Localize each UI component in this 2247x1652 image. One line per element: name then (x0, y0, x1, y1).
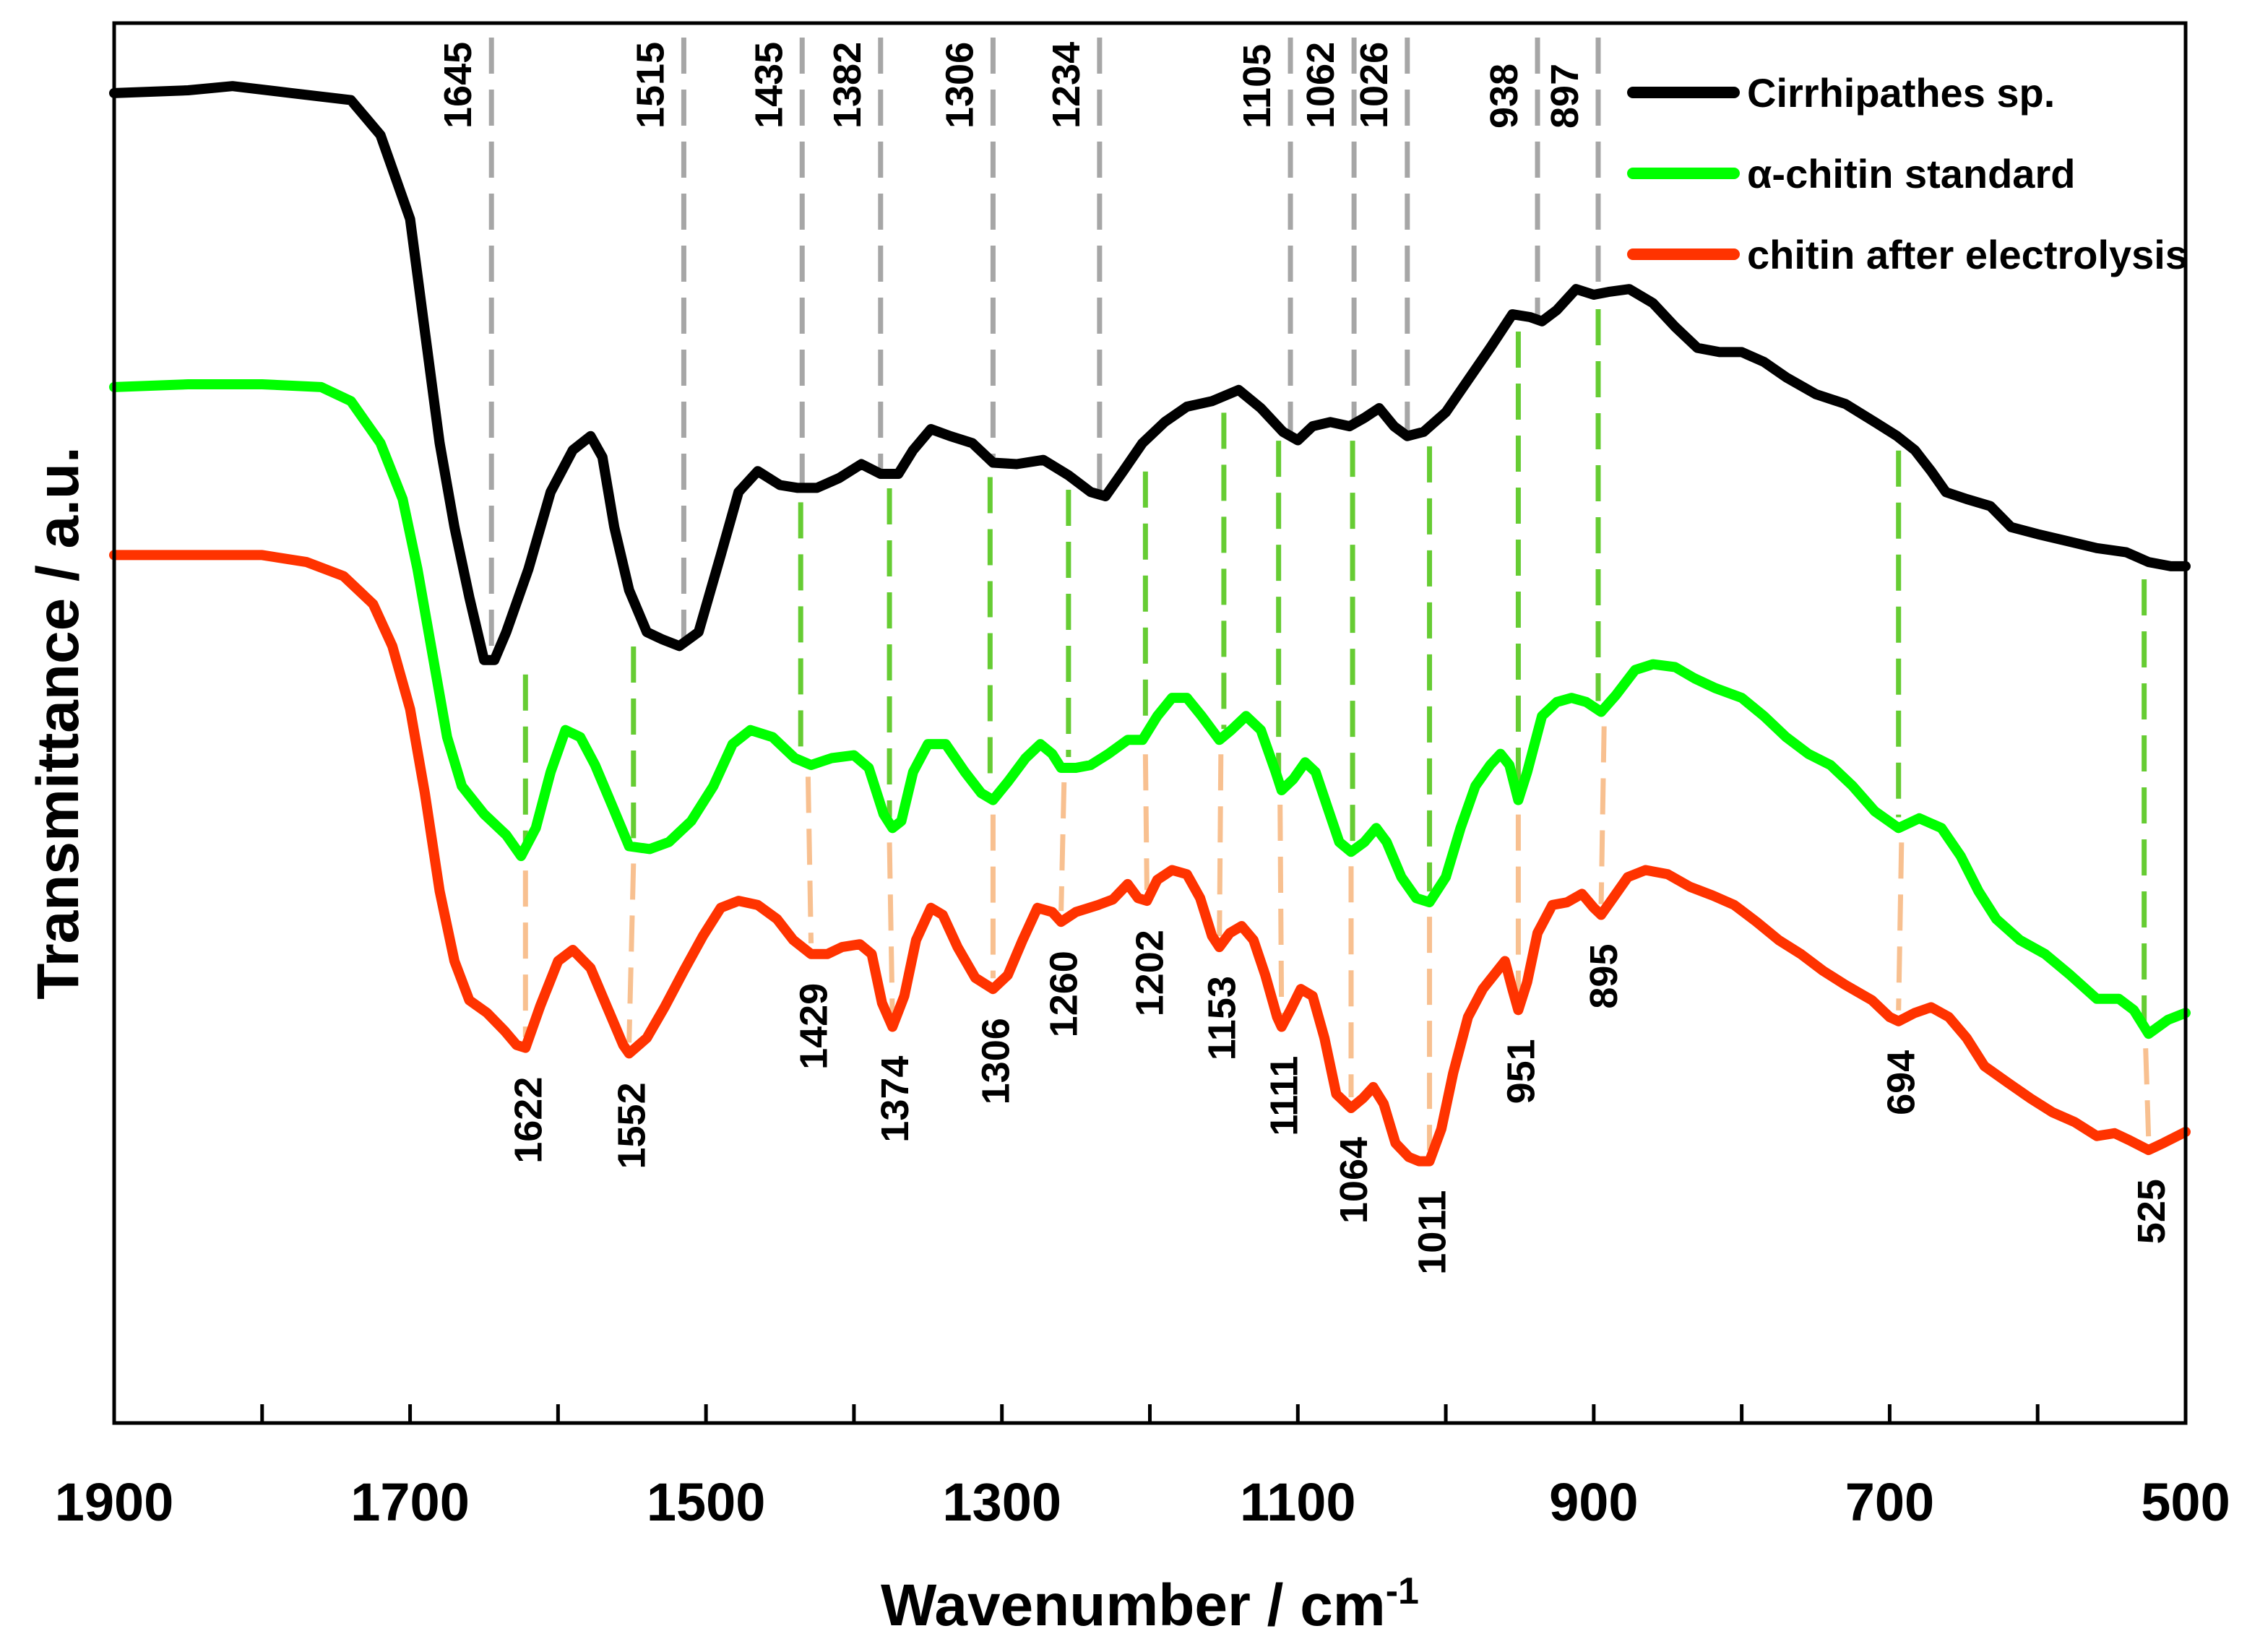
orange-link-5 (1058, 782, 1067, 912)
top-marker-label-1382: 1382 (826, 42, 869, 129)
peak-label-1260: 1260 (1043, 951, 1086, 1037)
x-tick-label-1700: 1700 (350, 1472, 470, 1532)
top-marker-label-1026: 1026 (1353, 42, 1396, 129)
legend: Cirrhipathes sp. α-chitin standard chitin … (1627, 70, 2188, 277)
top-marker-label-1645: 1645 (436, 42, 480, 129)
orange-link-8 (1277, 804, 1285, 1016)
legend-chitin-electrolysis-label: chitin after electrolysis (1747, 232, 2188, 277)
peak-label-525: 525 (2130, 1179, 2173, 1244)
orange-link-12 (1598, 726, 1607, 904)
peak-label-1552: 1552 (611, 1082, 654, 1169)
top-reference-markers: 1645 1515 1435 1382 1306 1234 1105 1062 1026 938 8… (436, 38, 1601, 654)
legend-cirrhipathes-label: Cirrhipathes sp. (1747, 70, 2055, 116)
x-tick-label-500: 500 (2141, 1472, 2230, 1532)
peak-label-895: 895 (1582, 944, 1626, 1009)
x-axis-title: Wavenumber / cm-1 (881, 1570, 1419, 1638)
series-cirrhipathes (109, 81, 2191, 665)
peak-label-1306: 1306 (974, 1018, 1017, 1104)
x-tick-label-1500: 1500 (647, 1472, 766, 1532)
peak-label-1111: 1111 (1263, 1056, 1306, 1136)
spectra-series (109, 81, 2191, 1167)
orange-link-2 (805, 777, 814, 943)
orange-link-3 (887, 842, 895, 1016)
top-marker-label-1062: 1062 (1299, 42, 1342, 129)
top-marker-label-938: 938 (1483, 64, 1526, 129)
x-axis-ticks: 1900 1700 1500 1300 1100 900 700 500 (55, 1404, 2230, 1532)
peak-label-1429: 1429 (793, 983, 836, 1070)
top-marker-label-1435: 1435 (747, 42, 790, 129)
green-peak-links (522, 308, 2147, 1024)
peak-labels: 1622 1552 1429 1374 1306 1260 1202 1153 1111 1064… (506, 930, 2173, 1275)
peak-label-1011: 1011 (1411, 1190, 1454, 1275)
orange-link-14 (2143, 1048, 2152, 1140)
y-axis-title: Transmittance / a.u. (25, 446, 91, 1000)
orange-link-6 (1142, 754, 1150, 891)
top-marker-label-1306: 1306 (938, 42, 981, 129)
orange-link-13 (1896, 842, 1905, 1011)
peak-label-1153: 1153 (1201, 976, 1244, 1060)
series-alpha-chitin (109, 379, 2191, 1039)
top-marker-label-1105: 1105 (1235, 44, 1279, 129)
peak-label-951: 951 (1499, 1039, 1543, 1104)
orange-peak-links (522, 726, 2152, 1151)
orange-link-1 (626, 863, 637, 1043)
x-tick-label-1900: 1900 (55, 1472, 174, 1532)
x-tick-label-900: 900 (1549, 1472, 1638, 1532)
orange-link-7 (1217, 754, 1224, 937)
x-tick-label-1100: 1100 (1240, 1472, 1356, 1532)
peak-label-694: 694 (1880, 1050, 1923, 1115)
x-tick-label-700: 700 (1845, 1472, 1934, 1532)
top-marker-label-897: 897 (1543, 64, 1587, 129)
peak-label-1622: 1622 (506, 1077, 550, 1164)
peak-label-1064: 1064 (1332, 1137, 1376, 1224)
peak-label-1374: 1374 (874, 1056, 917, 1143)
peak-label-1202: 1202 (1128, 930, 1171, 1016)
x-tick-label-1300: 1300 (942, 1472, 1061, 1532)
top-marker-label-1515: 1515 (629, 42, 672, 129)
top-marker-label-1234: 1234 (1045, 42, 1088, 129)
series-chitin-electrolysis (109, 550, 2191, 1167)
legend-alpha-chitin-label: α-chitin standard (1747, 151, 2075, 196)
